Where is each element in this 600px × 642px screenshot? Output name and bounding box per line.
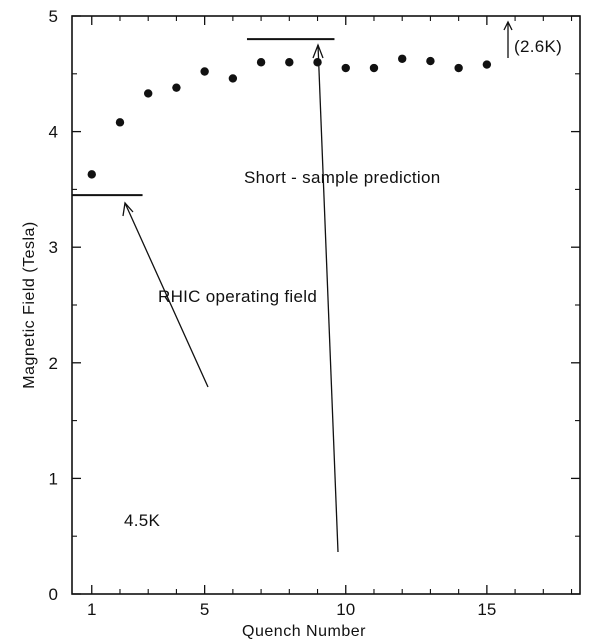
axis-ticks xyxy=(72,15,580,595)
y-tick-label: 3 xyxy=(49,238,58,257)
data-point xyxy=(369,63,379,73)
x-tick-label: 1 xyxy=(87,600,96,619)
data-point xyxy=(454,63,463,73)
data-points xyxy=(87,54,492,179)
y-tick-label: 1 xyxy=(49,469,58,488)
short-sample-prediction-label: Short - sample prediction xyxy=(244,168,440,187)
temperature-4-5k-label: 4.5K xyxy=(124,511,161,530)
y-axis-title: Magnetic Field (Tesla) xyxy=(21,221,38,389)
data-point xyxy=(313,58,322,67)
data-point xyxy=(228,74,238,83)
data-point xyxy=(482,60,492,69)
rhic-operating-field-label: RHIC operating field xyxy=(158,287,317,306)
data-point xyxy=(426,56,435,66)
x-tick-label: 10 xyxy=(336,600,355,619)
y-tick-label: 5 xyxy=(49,7,58,26)
short-sample-arrowhead xyxy=(312,43,324,59)
data-point xyxy=(398,54,407,63)
x-axis-title: Quench Number xyxy=(242,623,366,640)
temperature-2-6k-label: (2.6K) xyxy=(514,37,562,56)
plot-frame xyxy=(71,15,581,595)
rhic-arrowhead xyxy=(122,201,134,217)
data-point xyxy=(341,63,350,73)
data-point xyxy=(115,118,125,127)
data-point xyxy=(172,83,181,92)
x-tick-labels: 1 5 10 15 xyxy=(87,600,496,619)
data-point xyxy=(285,58,294,67)
rhic-arrow xyxy=(124,202,209,388)
short-sample-arrow xyxy=(317,44,339,553)
y-tick-label: 4 xyxy=(49,123,58,142)
y-tick-labels: 0 1 2 3 4 5 xyxy=(49,7,58,604)
x-tick-label: 5 xyxy=(200,600,209,619)
y-tick-label: 2 xyxy=(49,354,58,373)
x-tick-label: 15 xyxy=(477,600,496,619)
data-point xyxy=(87,170,96,179)
temp-2-6-arrowhead xyxy=(503,20,513,31)
data-point xyxy=(144,89,153,98)
y-tick-label: 0 xyxy=(49,585,58,604)
data-point xyxy=(200,67,209,76)
data-point xyxy=(256,58,266,67)
